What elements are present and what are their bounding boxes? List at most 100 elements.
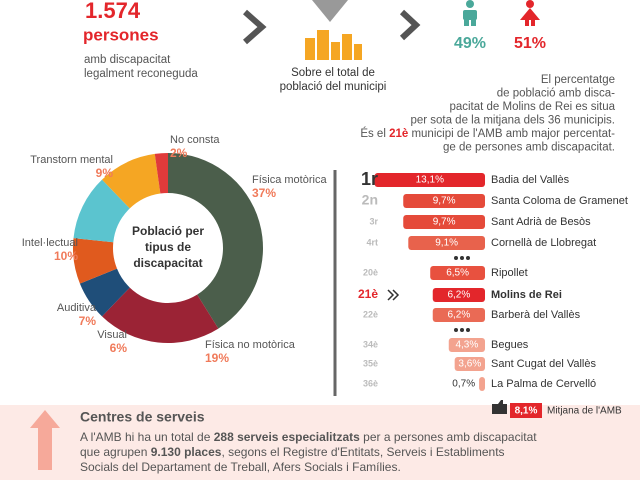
municipality: La Palma de Cervelló (491, 378, 596, 390)
middle-caption: Sobre el total de (291, 67, 375, 79)
slice-label: No consta (170, 134, 220, 146)
donut-slice (73, 179, 130, 243)
rank: 35è (363, 358, 378, 368)
bar-label: 6,5% (446, 268, 469, 279)
donut-slice (154, 153, 168, 194)
caption: amb discapacitat (84, 54, 171, 66)
bar (432, 288, 485, 302)
donut-slice (73, 238, 118, 284)
bar-label: 6,2% (447, 310, 470, 321)
bar (454, 357, 485, 371)
donut-slice (168, 153, 263, 329)
up-arrow (30, 410, 60, 470)
municipality: Begues (491, 339, 529, 351)
donut-center (118, 198, 218, 298)
text: Socials del Departament de Treball, Afer… (80, 460, 401, 474)
female-share: 51% (514, 35, 546, 52)
donut-slice (79, 268, 130, 317)
count: 1.574 (85, 0, 141, 23)
slice-label: Transtorn mental (30, 154, 113, 166)
municipality: Molins de Rei (491, 289, 562, 301)
rank: 36è (363, 378, 378, 388)
bar (448, 338, 485, 352)
text-line: pacitat de Molins de Rei es situa (449, 101, 615, 113)
rank: 20è (363, 267, 378, 277)
text: A l'AMB hi ha un total de (80, 430, 214, 444)
municipality: Santa Coloma de Gramenet (491, 195, 628, 207)
bar-label: 4,3% (455, 340, 478, 351)
text: El percentatge (541, 74, 615, 86)
bar-label: 3,6% (458, 359, 481, 370)
text: que agrupen (80, 445, 151, 459)
bar (430, 266, 485, 280)
text-line: És el 21è municipi de l'AMB amb major pe… (360, 127, 615, 140)
text: per sota de la mitjana dels 36 municipis… (410, 115, 615, 127)
caption: legalment reconeguda (84, 68, 198, 80)
bar (432, 308, 485, 322)
slice-label: Física no motòrica (205, 339, 296, 351)
text-line: A l'AMB hi ha un total de 288 serveis es… (80, 430, 537, 444)
chevron (243, 9, 267, 45)
bar-label: 13,1% (416, 175, 444, 186)
text: És el (360, 127, 389, 140)
slice-value: 9% (96, 166, 114, 180)
donut-slice (102, 153, 161, 209)
slice-value: 19% (205, 351, 229, 365)
bold-text: 288 serveis especialitzats (214, 430, 360, 444)
municipality: Barberà del Vallès (491, 309, 581, 321)
donut-title: Població per tipus de discapacitat (132, 224, 204, 270)
text-line: de població amb disca- (497, 88, 615, 100)
pin-icon (312, 0, 348, 22)
bar-label: 9,1% (435, 238, 458, 249)
bold-text: 9.130 places (151, 445, 222, 459)
bar-label: 9,7% (433, 217, 456, 228)
municipality: Sant Cugat del Vallès (491, 358, 596, 370)
male-icon (463, 0, 477, 26)
slice-value: 10% (54, 249, 78, 263)
footer-title: Centres de serveis (80, 409, 205, 425)
bar (479, 377, 485, 391)
average-label: 8,1% (515, 406, 538, 417)
bar (403, 215, 485, 229)
text-line: per sota de la mitjana dels 36 municipis… (410, 115, 615, 127)
thumb-icon (492, 400, 507, 414)
rank: 3r (369, 216, 378, 226)
rank: 2n (362, 192, 378, 208)
average-box (510, 403, 542, 418)
slice-value: 7% (79, 314, 97, 328)
middle-caption: població del municipi (280, 81, 387, 93)
text: per a persones amb discapacitat (360, 430, 537, 444)
ellipsis (454, 256, 470, 332)
male-share: 49% (454, 35, 486, 52)
bar (408, 236, 485, 250)
text: , segons el Registre d'Entitats, Serveis… (221, 445, 504, 459)
text-line: que agrupen 9.130 places, segons el Regi… (80, 445, 505, 459)
text: pacitat de Molins de Rei es situa (449, 101, 615, 113)
average-name: Mitjana de l'AMB (547, 406, 622, 417)
rank: 4rt (366, 237, 378, 247)
text: municipi de l'AMB amb major percentat- (408, 128, 615, 140)
slice-label: Física motòrica (252, 174, 327, 186)
municipality: Sant Adrià de Besòs (491, 216, 591, 228)
slice-value: 6% (110, 341, 128, 355)
bold-text: 21è (389, 128, 408, 140)
chevron (399, 9, 421, 41)
text: de població amb disca- (497, 88, 615, 100)
rank: 1r (361, 169, 378, 189)
slice-label: Intel·lectual (22, 237, 78, 249)
text-line: Socials del Departament de Treball, Afer… (80, 460, 401, 474)
bar (374, 173, 485, 187)
text: ge de persones amb discapacitat. (443, 142, 615, 154)
rank: 34è (363, 339, 378, 349)
bar-label: 6,2% (447, 290, 470, 301)
rank: 22è (363, 309, 378, 319)
slice-value: 2% (170, 146, 188, 160)
bar (403, 194, 485, 208)
slice-value: 37% (252, 186, 276, 200)
rank: 21è (358, 287, 378, 301)
slice-label: Visual (97, 329, 127, 341)
bar-label: 9,7% (433, 196, 456, 207)
donut-slice (102, 287, 219, 343)
municipality: Ripollet (491, 267, 528, 279)
